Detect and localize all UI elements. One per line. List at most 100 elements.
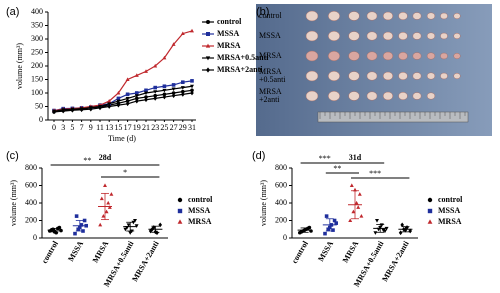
y-tick-label: 0 [39, 115, 43, 124]
tumor [382, 31, 394, 41]
marker [134, 224, 139, 228]
y-axis-label: volume (mm³) [259, 180, 268, 227]
y-tick-label: 0 [33, 233, 37, 242]
y-tick-label: 200 [25, 215, 37, 224]
x-tick-label: control [290, 239, 310, 265]
marker [128, 231, 133, 235]
legend-label: MRSA+0.5anti [217, 53, 269, 62]
tumor [305, 70, 319, 82]
legend-label: control [438, 195, 463, 204]
y-tick-label: 200 [31, 61, 43, 70]
x-tick-label: 23 [151, 123, 159, 132]
marker [125, 99, 130, 103]
tumor [412, 72, 422, 80]
x-tick-label: 21 [142, 123, 150, 132]
marker [135, 96, 139, 101]
significance-label: * [123, 168, 127, 177]
tumor [328, 31, 340, 41]
marker [153, 85, 157, 90]
tumor [398, 52, 408, 60]
tumor [366, 11, 378, 21]
marker [144, 91, 148, 96]
marker [70, 107, 75, 113]
marker [153, 96, 157, 101]
marker [162, 84, 167, 89]
marker [135, 91, 139, 95]
tumor [328, 11, 340, 21]
tumor [305, 50, 319, 62]
x-tick-label: 25 [160, 123, 168, 132]
y-tick-label: 150 [31, 74, 43, 83]
marker [400, 222, 404, 228]
photo-label: MRSA [259, 87, 282, 96]
photo-label: MSSA [259, 31, 281, 40]
error-bar [300, 227, 309, 233]
marker [134, 94, 139, 98]
legend-label: control [217, 17, 242, 26]
y-tick-label: 800 [275, 163, 287, 172]
marker [205, 43, 211, 48]
marker [348, 218, 353, 222]
marker [356, 205, 361, 209]
tumor [398, 92, 408, 100]
marker [171, 93, 176, 99]
ruler [317, 111, 469, 123]
marker [190, 84, 194, 89]
x-tick-label: MSSA [66, 239, 85, 263]
photo-label: MRSA [259, 51, 282, 60]
tumor [426, 12, 436, 20]
marker [177, 208, 183, 214]
marker [181, 89, 185, 94]
marker [180, 31, 185, 36]
error-bar [101, 192, 109, 221]
marker [158, 222, 162, 228]
tumor [305, 90, 319, 102]
marker [162, 88, 167, 93]
photo-label: +2anti [259, 95, 280, 104]
marker [125, 96, 130, 101]
marker [190, 79, 194, 83]
tumor [426, 72, 436, 80]
marker [427, 208, 433, 214]
panel-label: (b) [256, 6, 269, 18]
marker [181, 92, 185, 97]
significance-label: *** [369, 169, 381, 178]
marker [427, 197, 433, 203]
tumor [382, 91, 394, 101]
y-tick-label: 350 [31, 20, 43, 29]
tumor [305, 10, 319, 22]
error-bar [351, 190, 359, 220]
tumor [348, 51, 360, 61]
tumor [366, 31, 378, 41]
error-bar [75, 220, 84, 232]
marker [324, 214, 329, 218]
y-tick-label: 200 [275, 215, 287, 224]
legend-label: control [188, 195, 213, 204]
tumor [305, 30, 319, 42]
tumor [453, 13, 461, 19]
tumor [426, 52, 436, 60]
tumor [382, 51, 394, 61]
marker [299, 230, 304, 234]
tumor [440, 52, 448, 60]
marker [98, 222, 103, 227]
marker [73, 231, 77, 236]
marker [144, 69, 148, 73]
marker [357, 192, 362, 196]
y-axis-label: volume (mm³) [15, 43, 24, 90]
series-line [53, 92, 193, 113]
tumor [348, 11, 360, 21]
tumor [328, 91, 340, 101]
marker [107, 104, 111, 109]
legend-label: MSSA [217, 29, 239, 38]
marker [61, 108, 65, 114]
legend-label: MRSA [188, 217, 212, 226]
marker [427, 219, 433, 224]
x-tick-label: 0 [52, 123, 56, 132]
marker [177, 219, 183, 224]
tumor [328, 71, 340, 81]
tumor [366, 91, 378, 101]
marker [306, 226, 310, 231]
x-tick-label: MSSA [316, 239, 335, 263]
